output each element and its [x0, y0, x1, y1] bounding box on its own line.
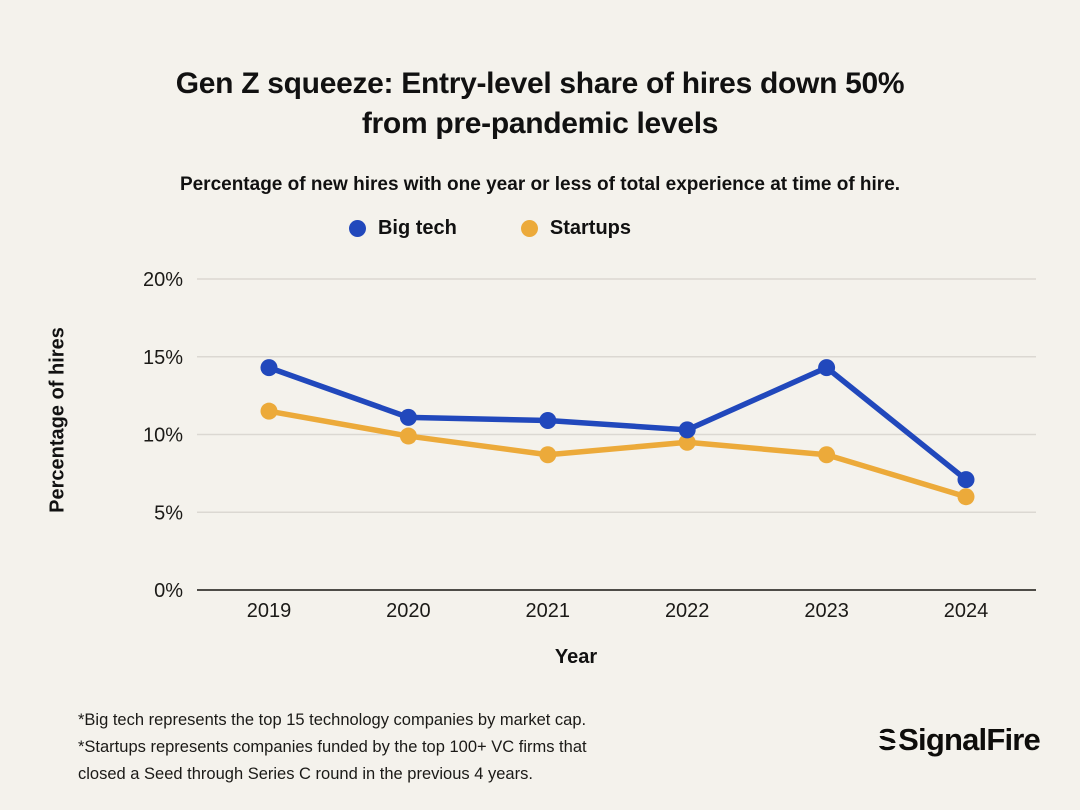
chart-subtitle: Percentage of new hires with one year or…: [179, 174, 901, 195]
data-point-startups: [260, 402, 278, 420]
data-point-startups: [957, 488, 975, 506]
data-point-big-tech: [539, 412, 557, 430]
footnote-line-3: closed a Seed through Series C round in …: [78, 765, 533, 783]
signalfire-logo-text: SignalFire: [898, 722, 1041, 757]
signalfire-logo: S SignalFire: [876, 722, 1041, 758]
series-line-startups: [266, 408, 969, 500]
x-tick-label: 2024: [944, 600, 989, 622]
data-point-startups: [399, 427, 417, 445]
data-point-big-tech: [399, 408, 417, 426]
x-tick-label: 2023: [804, 600, 849, 622]
y-tick-label: 0%: [154, 580, 183, 602]
big-tech-legend-dot-icon: [348, 219, 366, 237]
data-point-big-tech: [818, 359, 836, 377]
footnote-line-2: *Startups represents companies funded by…: [78, 738, 587, 756]
y-tick-label: 15%: [143, 347, 183, 369]
data-point-startups: [678, 433, 696, 451]
y-tick-label: 10%: [143, 425, 183, 447]
legend-item-startups: Startups: [520, 216, 632, 240]
footnotes: *Big tech represents the top 15 technolo…: [78, 707, 587, 788]
x-tick-label: 2022: [665, 600, 710, 622]
series-line-big-tech: [266, 364, 969, 483]
signalfire-logo-mark-icon: S: [876, 722, 899, 757]
legend-label-startups: Startups: [549, 216, 632, 239]
legend-item-big-tech: Big tech: [348, 216, 457, 240]
x-tick-label: 2021: [526, 600, 571, 622]
data-point-big-tech: [260, 359, 278, 377]
data-point-startups: [818, 446, 836, 464]
y-tick-label: 20%: [143, 269, 183, 291]
page-title: Gen Z squeeze: Entry-level share of hire…: [0, 64, 1080, 144]
x-axis-label: Year: [554, 646, 598, 668]
y-tick-label: 5%: [154, 502, 183, 524]
page-title-line2: from pre-pandemic levels: [361, 107, 719, 141]
footnote-line-1: *Big tech represents the top 15 technolo…: [78, 711, 587, 729]
legend-label-big-tech: Big tech: [377, 216, 457, 239]
page-title-line1: Gen Z squeeze: Entry-level share of hire…: [175, 67, 905, 101]
x-tick-label: 2019: [247, 600, 292, 622]
data-point-big-tech: [957, 471, 975, 489]
x-tick-label: 2020: [386, 600, 431, 622]
data-point-big-tech: [678, 421, 696, 439]
data-point-startups: [539, 446, 557, 464]
chart-legend: Big tech Startups: [0, 212, 980, 244]
startups-legend-dot-icon: [520, 219, 538, 237]
line-chart: 0% 5% 10% 15% 20% 2019 2020 2021 2022 2023 2024: [143, 269, 1036, 622]
